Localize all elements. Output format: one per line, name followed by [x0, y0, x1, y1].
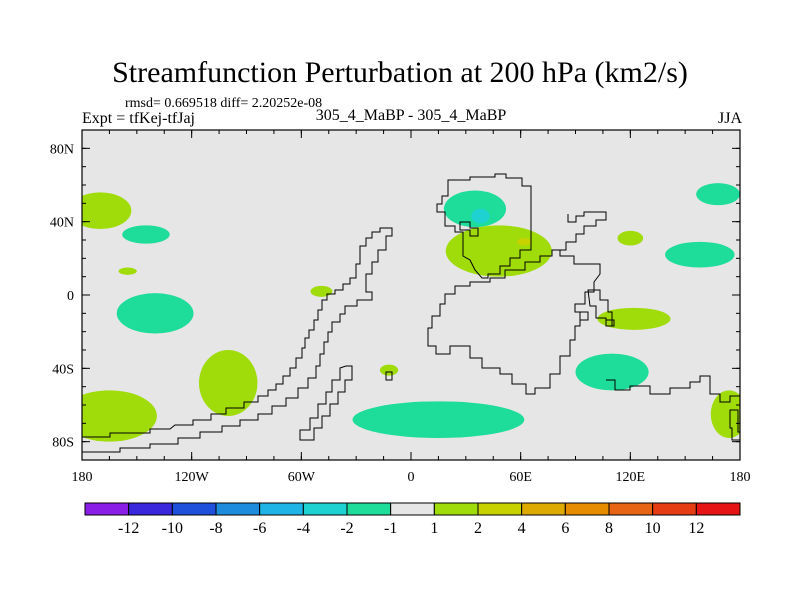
- colorbar-label: 4: [518, 520, 526, 537]
- coastline-australia: [606, 375, 740, 403]
- colorbar-label: 10: [645, 520, 661, 537]
- colorbar-label: -8: [209, 520, 222, 537]
- season-label: JJA: [717, 110, 742, 127]
- colorbar-swatch: [259, 502, 304, 516]
- anomaly-region-8: [471, 208, 490, 224]
- colorbar-label: -12: [118, 520, 139, 537]
- y-tick-label: 40S: [52, 362, 74, 377]
- colorbar-label: -6: [253, 520, 266, 537]
- colorbar-label: -1: [384, 520, 397, 537]
- colorbar-swatch: [564, 502, 610, 516]
- coastline-asia-northeast: [556, 211, 607, 251]
- colorbar-swatch: [652, 502, 697, 516]
- x-tick-label: 60W: [288, 470, 316, 485]
- anomaly-region-7: [443, 190, 507, 228]
- y-tick-label: 80N: [50, 142, 74, 157]
- coastline-patagonia: [299, 365, 353, 441]
- coastline-greenland: [436, 173, 532, 279]
- coastline-africa-eurasia: [427, 249, 601, 395]
- colorbar-label: 1: [430, 520, 438, 537]
- colorbar-swatch: [695, 502, 741, 516]
- anomaly-region-0: [82, 192, 132, 229]
- chart-title: Streamfunction Perturbation at 200 hPa (…: [112, 56, 688, 89]
- colorbar-swatch: [84, 502, 130, 516]
- colorbar-swatch: [346, 502, 392, 516]
- colorbar-label: 6: [561, 520, 569, 537]
- y-tick-label: 0: [67, 289, 74, 304]
- anomaly-region-12: [696, 183, 740, 206]
- anomaly-region-16: [575, 353, 649, 391]
- anomaly-region-17: [82, 390, 157, 442]
- x-tick-label: 180: [72, 470, 93, 485]
- colorbar-swatch: [302, 502, 348, 516]
- x-tick-label: 120E: [616, 470, 646, 485]
- colorbar-label: -2: [340, 520, 353, 537]
- colorbar-swatch: [390, 502, 435, 516]
- anomaly-region-10: [517, 238, 532, 246]
- colorbar-swatch: [477, 502, 523, 516]
- colorbar-label: -4: [297, 520, 310, 537]
- coastline-maritime: [579, 311, 615, 327]
- colorbar-swatch: [128, 502, 173, 516]
- anomaly-region-4: [198, 350, 258, 416]
- colorbar: -12 -10 -8 -6 -4 -2 -1 1 2 4 6 8 10 12: [84, 502, 741, 537]
- anomaly-region-5: [310, 285, 333, 297]
- x-tick-label: 180: [730, 470, 751, 485]
- colorbar-label: 8: [605, 520, 613, 537]
- x-tick-label: 120W: [175, 470, 210, 485]
- colorbar-swatch: [608, 502, 654, 516]
- colorbar-swatch: [215, 502, 261, 516]
- coastline-scandinavia: [459, 221, 479, 237]
- x-tick-label: 0: [408, 470, 415, 485]
- coastline-antarctic-peninsula: [385, 371, 393, 381]
- anomaly-region-2: [118, 267, 137, 275]
- experiment-label: Expt = tfKej-tfJaj: [82, 110, 195, 127]
- anomaly-region-9: [445, 225, 552, 277]
- colorbar-label: -10: [162, 520, 183, 537]
- coastline-americas: [82, 227, 393, 453]
- anomaly-region-11: [352, 401, 525, 438]
- anomaly-region-14: [665, 241, 735, 268]
- colorbar-swatch: [521, 502, 566, 516]
- x-tick-label: 60E: [509, 470, 532, 485]
- anomaly-region-18: [710, 390, 740, 438]
- anomaly-region-6: [379, 364, 399, 376]
- coastlines: [82, 173, 741, 453]
- anomaly-region-3: [116, 293, 194, 334]
- colorbar-swatch: [433, 502, 479, 516]
- rmsd-diff-label: rmsd= 0.669518 diff= 2.20252e-08: [125, 96, 323, 111]
- case-label: 305_4_MaBP - 305_4_MaBP: [315, 107, 507, 124]
- y-tick-label: 80S: [52, 436, 74, 451]
- map-axes: 180 120W 60W 0 60E 120E 180 80N 40N 0 40S 80S: [50, 129, 751, 485]
- anomaly-region-13: [617, 230, 644, 246]
- colorbar-swatch: [171, 502, 217, 516]
- anomaly-region-1: [122, 225, 170, 244]
- colorbar-label: 2: [474, 520, 482, 537]
- anomaly-region-15: [597, 307, 671, 330]
- y-tick-label: 40N: [50, 216, 74, 231]
- colorbar-label: 12: [688, 520, 704, 537]
